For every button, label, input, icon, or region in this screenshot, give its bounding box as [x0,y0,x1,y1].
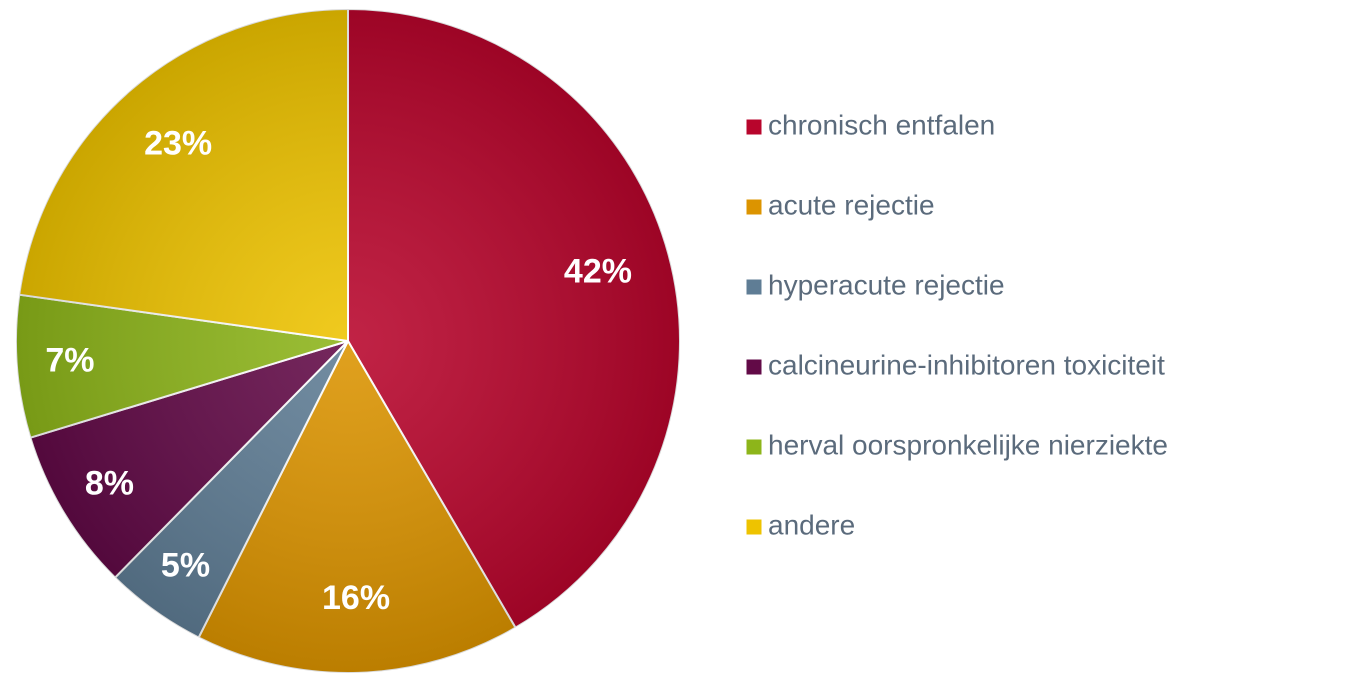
data-label: 5% [161,547,210,585]
legend-label: andere [768,509,855,540]
data-label: 7% [45,342,94,380]
legend-swatch [745,518,763,536]
legend-label: acute rejectie [768,189,935,220]
data-label: 8% [85,464,134,502]
legend-label: herval oorspronkelijke nierziekte [768,429,1168,460]
legend-swatch [745,198,763,216]
legend-swatch [745,438,763,456]
data-label: 23% [144,125,212,163]
legend-label: chronisch entfalen [768,109,995,140]
data-label: 16% [322,579,390,617]
legend-label: calcineurine-inhibitoren toxiciteit [768,349,1165,380]
data-label: 42% [564,252,632,290]
legend-swatch [745,358,763,376]
legend-label: hyperacute rejectie [768,269,1005,300]
pie-slice [18,7,349,343]
legend-swatch [745,118,763,136]
legend-swatch [745,278,763,296]
